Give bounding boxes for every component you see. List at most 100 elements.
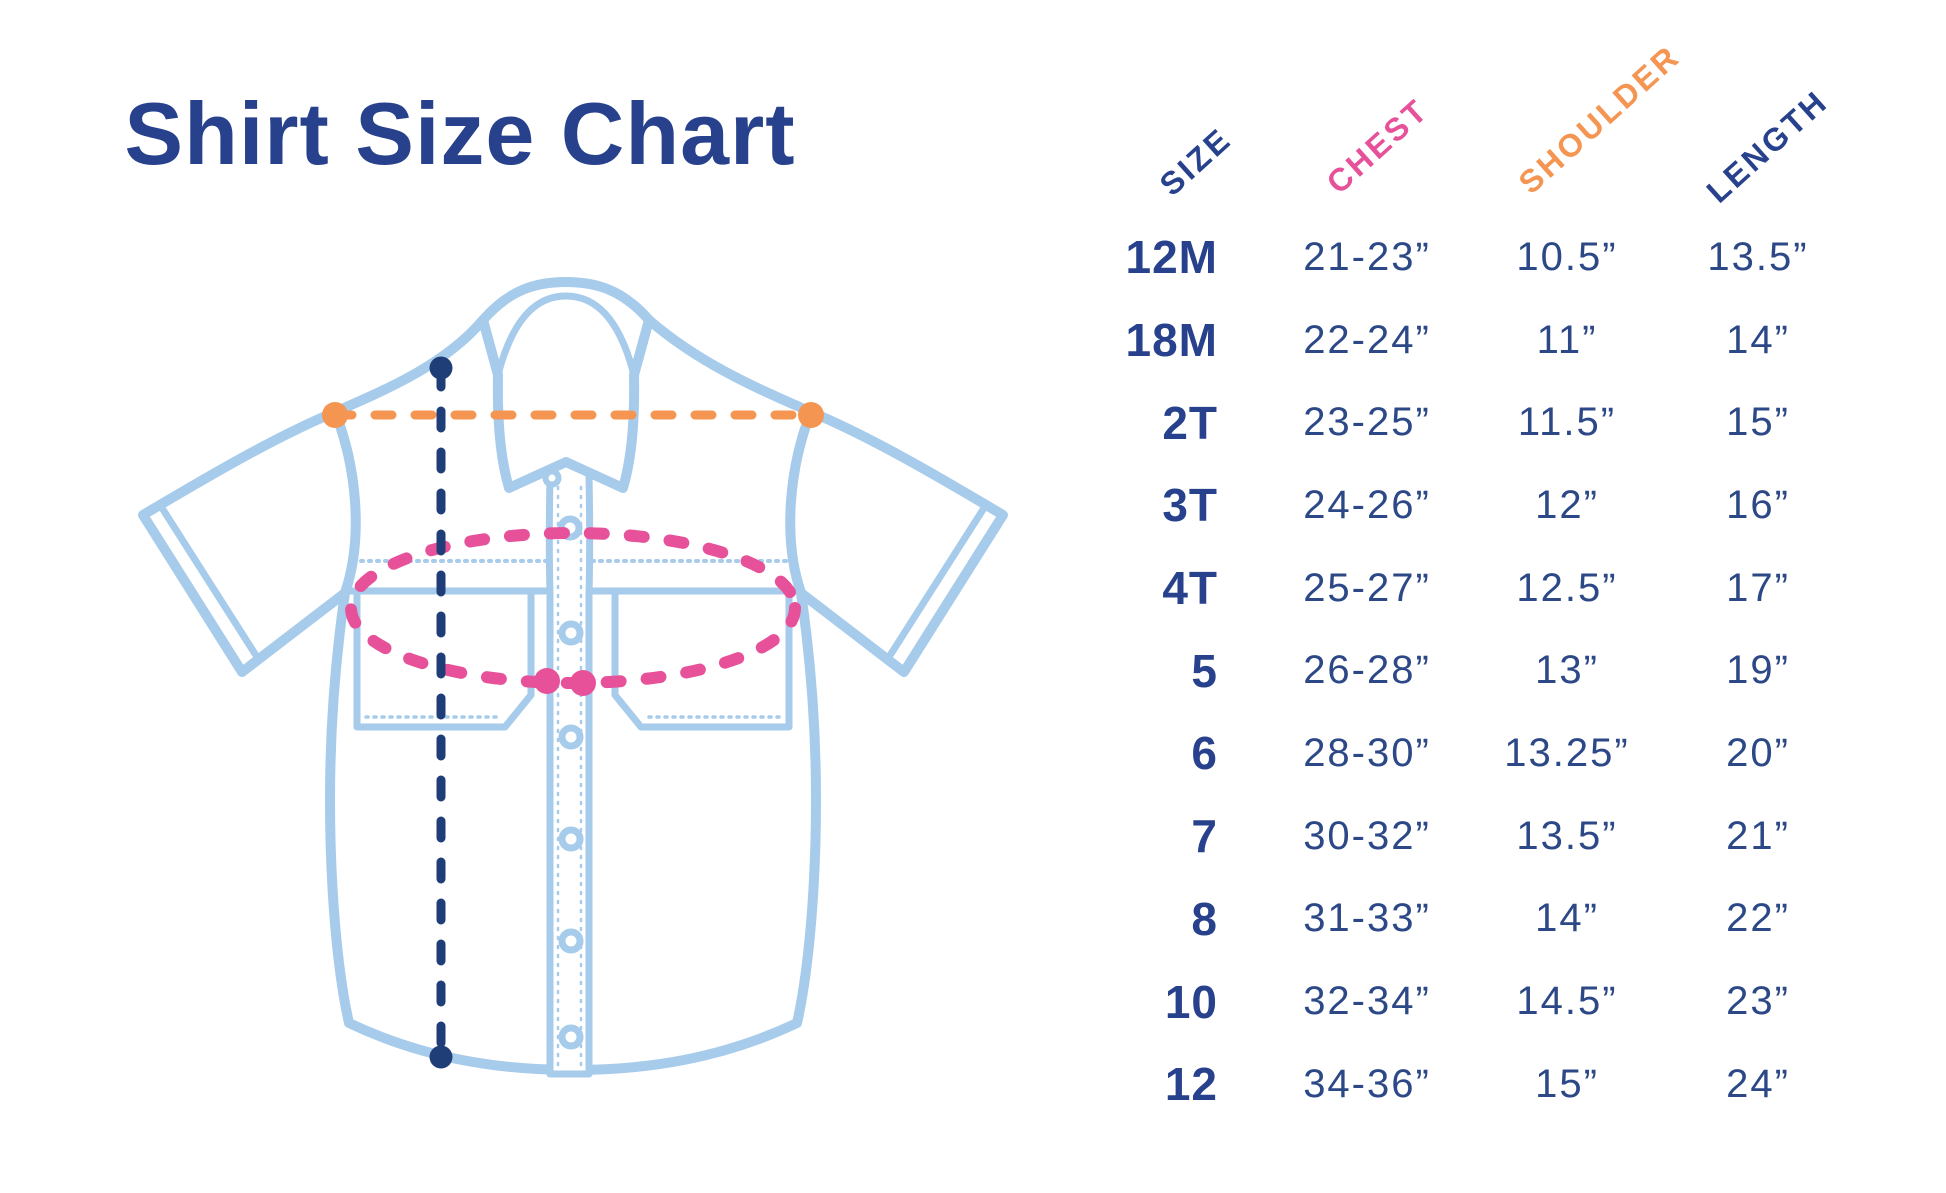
chest-measurement: 23-25” [1227, 381, 1507, 464]
length-measure-dot-bottom [429, 1045, 453, 1069]
chest-measurement: 30-32” [1227, 795, 1507, 878]
length-measurement-value: 20” [1726, 730, 1790, 775]
shoulder-measure-dot-left [322, 402, 348, 428]
shoulder-measurement-value: 12” [1535, 482, 1599, 527]
table-row: 18M 22-24” 11” 14” [1060, 299, 1880, 382]
left-sleeve [138, 407, 361, 677]
size-label-value: 8 [1191, 892, 1218, 945]
shoulder-measurement: 13.5” [1447, 795, 1687, 878]
length-measurement-value: 16” [1726, 482, 1790, 527]
size-label: 12 [1060, 1043, 1218, 1126]
shirt-diagram [85, 225, 1035, 1105]
measurement-indicators [322, 356, 824, 1069]
size-label-value: 18M [1125, 314, 1218, 367]
shoulder-measurement: 14” [1447, 878, 1687, 961]
chest-measurement-value: 32-34” [1303, 979, 1431, 1024]
length-measurement-value: 24” [1726, 1061, 1790, 1106]
shoulder-measure-dot-right [798, 402, 824, 428]
size-label-value: 12M [1125, 231, 1218, 284]
placket-right-edge [585, 473, 594, 1077]
chest-measurement-value: 34-36” [1303, 1061, 1431, 1106]
shoulder-measurement-value: 11” [1536, 317, 1598, 362]
shoulder-measurement-value: 13.5” [1516, 813, 1618, 858]
length-measurement-value: 13.5” [1707, 234, 1809, 279]
shoulder-measurement: 14.5” [1447, 960, 1687, 1043]
table-row: 3T 24-26” 12” 16” [1060, 464, 1880, 547]
shoulder-measurement: 11.5” [1447, 381, 1687, 464]
size-label: 2T [1060, 381, 1218, 464]
shoulder-measurement-value: 15” [1535, 1061, 1599, 1106]
column-header-size: SIZE [1152, 120, 1239, 203]
button [558, 826, 584, 852]
shoulder-measurement-value: 14.5” [1516, 979, 1618, 1024]
chest-measurement: 22-24” [1227, 299, 1507, 382]
size-label-value: 5 [1191, 644, 1218, 697]
size-label-value: 4T [1162, 562, 1218, 615]
length-measurement-value: 23” [1726, 979, 1790, 1024]
column-header-shoulder: SHOULDER [1511, 37, 1687, 201]
chest-measurement: 32-34” [1227, 960, 1507, 1043]
length-measurement: 23” [1638, 960, 1878, 1043]
chest-measurement: 34-36” [1227, 1043, 1507, 1126]
shoulder-measurement: 13” [1447, 629, 1687, 712]
length-measurement-value: 22” [1726, 896, 1790, 941]
shoulder-measurement: 13.25” [1447, 712, 1687, 795]
length-measurement-value: 21” [1726, 813, 1790, 858]
size-label-value: 2T [1162, 396, 1218, 449]
size-label: 3T [1060, 464, 1218, 547]
chest-measurement: 26-28” [1227, 629, 1507, 712]
right-sleeve [785, 407, 1008, 677]
collar-inner-band [494, 292, 638, 379]
chest-measurement: 31-33” [1227, 878, 1507, 961]
table-row: 7 30-32” 13.5” 21” [1060, 795, 1880, 878]
table-row: 4T 25-27” 12.5” 17” [1060, 547, 1880, 630]
pocket-right [611, 587, 793, 731]
column-header-length: LENGTH [1699, 82, 1835, 210]
length-measurement: 16” [1638, 464, 1878, 547]
shoulder-measurement-value: 12.5” [1516, 565, 1618, 610]
table-row: 8 31-33” 14” 22” [1060, 878, 1880, 961]
size-label-value: 10 [1164, 975, 1218, 1028]
table-row: 2T 23-25” 11.5” 15” [1060, 381, 1880, 464]
shoulder-measurement: 15” [1447, 1043, 1687, 1126]
chest-measurement: 24-26” [1227, 464, 1507, 547]
size-label: 7 [1060, 795, 1218, 878]
size-label: 6 [1060, 712, 1218, 795]
chest-measurement-value: 23-25” [1303, 400, 1431, 445]
column-header-chest: CHEST [1319, 91, 1436, 201]
shoulder-measurement: 11” [1447, 299, 1687, 382]
table-row: 6 28-30” 13.25” 20” [1060, 712, 1880, 795]
chest-measurement: 21-23” [1227, 216, 1507, 299]
length-measurement-value: 15” [1726, 400, 1790, 445]
length-measurement: 14” [1638, 299, 1878, 382]
size-label-value: 3T [1162, 479, 1218, 532]
length-measurement: 21” [1638, 795, 1878, 878]
chest-measurement-value: 25-27” [1303, 565, 1431, 610]
button [558, 724, 584, 750]
table-row: 12M 21-23” 10.5” 13.5” [1060, 216, 1880, 299]
button [558, 1024, 584, 1050]
shoulder-measurement: 12.5” [1447, 547, 1687, 630]
placket-stitching [556, 485, 583, 1070]
shoulder-measurement: 10.5” [1447, 216, 1687, 299]
chest-measurement: 28-30” [1227, 712, 1507, 795]
shoulder-measurement-value: 13” [1535, 648, 1599, 693]
length-measurement-value: 14” [1726, 317, 1790, 362]
chest-measurement-value: 31-33” [1303, 896, 1431, 941]
chest-measurement-value: 26-28” [1303, 648, 1431, 693]
chest-measure-dot-right [570, 670, 596, 696]
shoulder-measurement-value: 14” [1535, 896, 1599, 941]
size-label: 8 [1060, 878, 1218, 961]
chest-measurement-value: 24-26” [1303, 482, 1431, 527]
table-row: 5 26-28” 13” 19” [1060, 629, 1880, 712]
length-measurement: 22” [1638, 878, 1878, 961]
size-label-value: 12 [1164, 1058, 1218, 1111]
button [558, 928, 584, 954]
collar [478, 277, 654, 493]
length-measurement: 17” [1638, 547, 1878, 630]
collar-button [542, 468, 562, 488]
page-title: Shirt Size Chart [124, 84, 796, 183]
size-label-value: 6 [1191, 727, 1218, 780]
chest-measurement: 25-27” [1227, 547, 1507, 630]
